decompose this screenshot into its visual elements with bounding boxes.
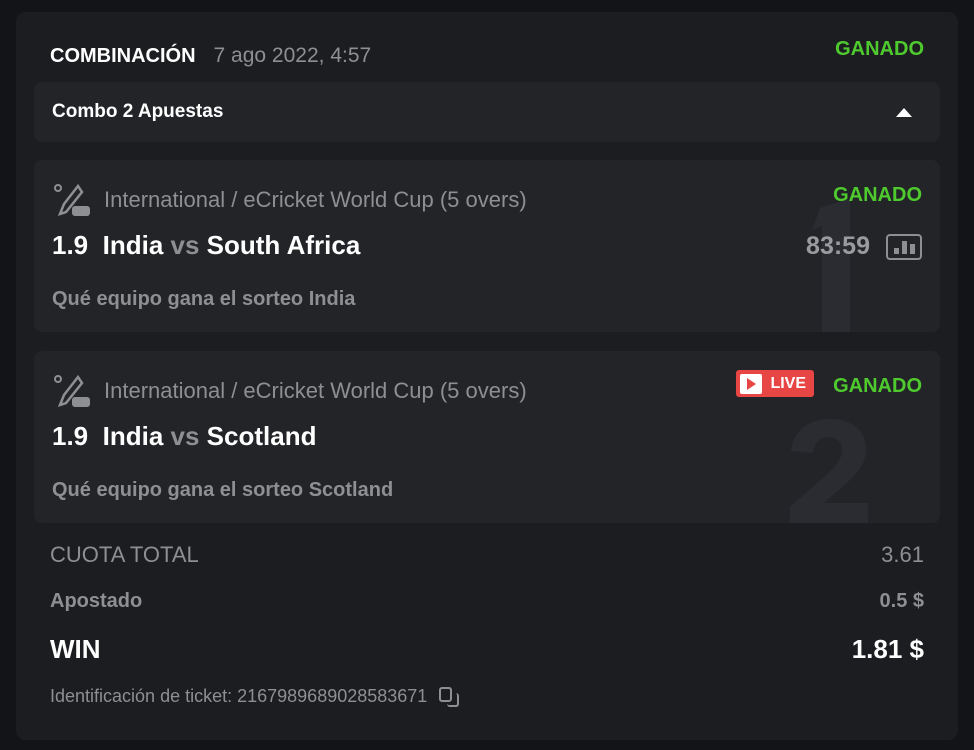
- bet-league: International / eCricket World Cup (5 ov…: [104, 378, 527, 403]
- bet-odds: 1.9: [52, 421, 89, 451]
- vs-label: vs: [170, 230, 200, 260]
- win-label: WIN: [50, 634, 101, 664]
- vs-label: vs: [170, 421, 200, 451]
- bet-number-watermark-1: [812, 200, 850, 332]
- ticket-status: GANADO: [835, 38, 924, 60]
- total-odds-value: 3.61: [881, 542, 924, 567]
- bet-number-watermark-2: [790, 419, 868, 523]
- bet-odds: 1.9: [52, 230, 89, 260]
- team-1: India: [102, 230, 164, 260]
- collapse-arrow-icon[interactable]: [896, 107, 912, 117]
- play-icon: [740, 373, 763, 394]
- ticket-type: COMBINACIÓN: [50, 45, 196, 67]
- win-value: 1.81 $: [851, 634, 924, 664]
- live-badge[interactable]: LIVE: [736, 370, 814, 397]
- bet-status: GANADO: [833, 375, 922, 397]
- bet-item: International / eCricket World Cup (5 ov…: [34, 160, 940, 332]
- match-time: 83:59: [806, 232, 870, 260]
- bet-ticket-card: COMBINACIÓN 7 ago 2022, 4:57 GANADO Comb…: [16, 12, 958, 740]
- combo-toggle[interactable]: Combo 2 Apuestas: [34, 82, 940, 142]
- bet-market: Qué equipo gana el sorteo Scotland: [52, 479, 394, 501]
- ticket-header: COMBINACIÓN 7 ago 2022, 4:57: [50, 44, 371, 68]
- total-odds-label: CUOTA TOTAL: [50, 542, 199, 567]
- copy-icon[interactable]: [439, 686, 460, 707]
- stake-label: Apostado: [50, 590, 143, 612]
- team-2: Scotland: [206, 421, 317, 451]
- stake-value: 0.5 $: [879, 590, 924, 612]
- ecricket-icon: [54, 183, 90, 217]
- ticket-id: Identificación de ticket: 21679896890285…: [50, 686, 428, 706]
- bet-event: 1.9 India vs South Africa: [52, 230, 360, 261]
- bet-league: International / eCricket World Cup (5 ov…: [104, 187, 527, 212]
- bet-status: GANADO: [833, 184, 922, 206]
- bet-event: 1.9 India vs Scotland: [52, 421, 316, 452]
- live-label: LIVE: [770, 374, 806, 392]
- combo-label: Combo 2 Apuestas: [52, 101, 224, 122]
- team-1: India: [102, 421, 164, 451]
- ecricket-icon: [54, 374, 90, 408]
- bet-item: International / eCricket World Cup (5 ov…: [34, 351, 940, 523]
- ticket-date: 7 ago 2022, 4:57: [213, 44, 372, 67]
- statistics-icon[interactable]: [886, 233, 922, 260]
- team-2: South Africa: [206, 230, 361, 260]
- bet-market: Qué equipo gana el sorteo India: [52, 288, 356, 310]
